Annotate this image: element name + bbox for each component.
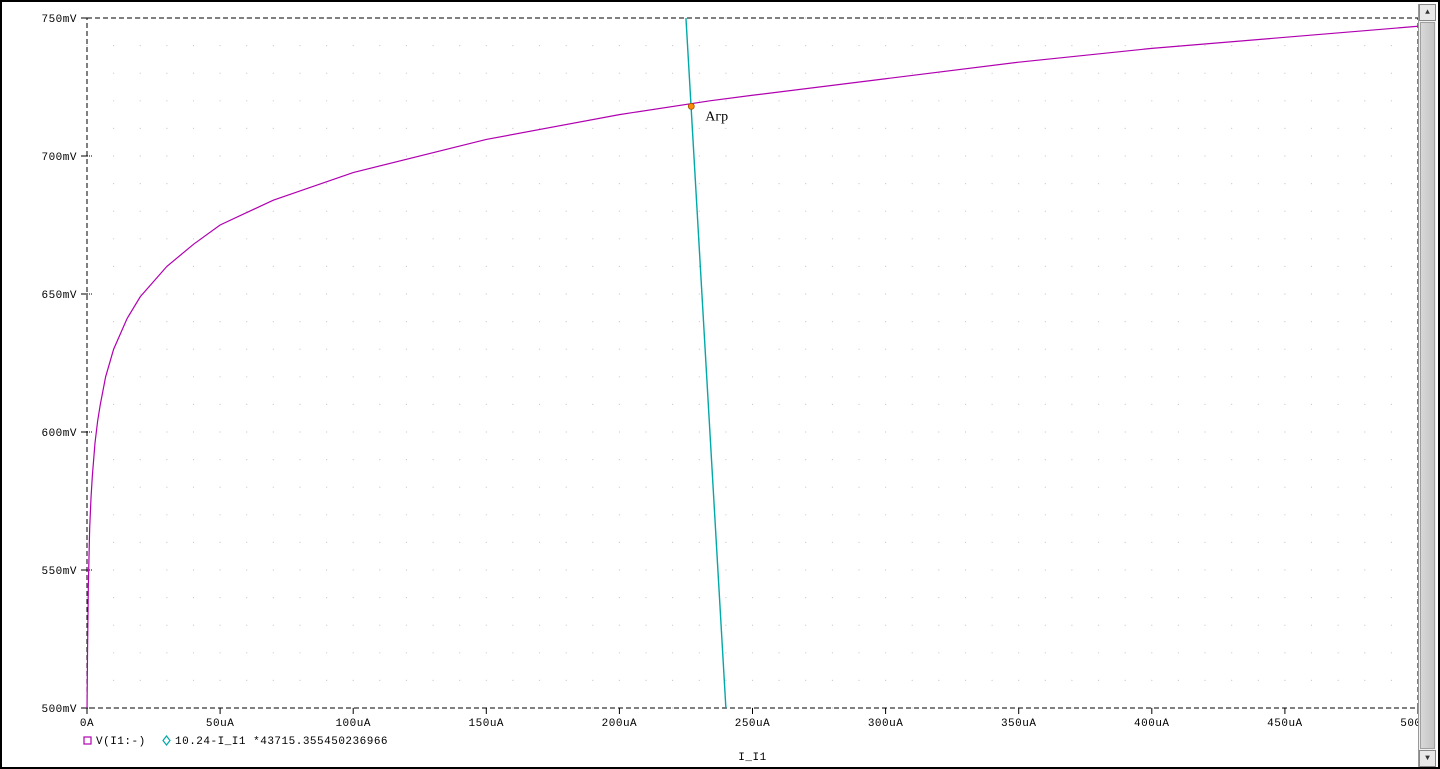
x-tick-label: 50uA: [206, 718, 234, 730]
x-tick-label: 250uA: [735, 718, 771, 730]
x-tick-label: 150uA: [469, 718, 505, 730]
scroll-up-button[interactable]: ▲: [1419, 4, 1436, 21]
x-tick-label: 450uA: [1267, 718, 1303, 730]
y-tick-label: 650mV: [41, 290, 77, 302]
x-tick-label: 300uA: [868, 718, 904, 730]
legend-marker-diamond: [163, 736, 170, 745]
scroll-thumb[interactable]: [1420, 22, 1435, 749]
scroll-down-button[interactable]: ▼: [1419, 750, 1436, 767]
y-tick-label: 600mV: [41, 428, 77, 440]
intersection-marker[interactable]: [688, 103, 694, 109]
marker-label: Aгр: [705, 109, 728, 124]
x-axis-title: I_I1: [738, 752, 766, 764]
x-tick-label: 0A: [80, 718, 94, 730]
vertical-scrollbar[interactable]: ▲ ▼: [1418, 4, 1436, 767]
plot-container: 0A 50uA 100uA 150uA 200uA 250uA 300uA 350uA 400u…: [4, 4, 1422, 767]
x-tick-label: 400uA: [1134, 718, 1170, 730]
arrow-down-icon: ▼: [1425, 754, 1430, 763]
chart-svg: 0A 50uA 100uA 150uA 200uA 250uA 300uA 350uA 400u…: [4, 4, 1422, 767]
arrow-up-icon: ▲: [1425, 8, 1430, 17]
y-tick-label: 500mV: [41, 704, 77, 716]
x-tick-label: 200uA: [602, 718, 638, 730]
x-tick-label: 100uA: [335, 718, 371, 730]
plot-frame: [87, 18, 1418, 708]
y-tick-label: 750mV: [41, 14, 77, 26]
legend-marker-square: [84, 737, 91, 744]
legend-label: 10.24-I_I1 *43715.355450236966: [175, 736, 388, 748]
chart-window: 0A 50uA 100uA 150uA 200uA 250uA 300uA 350uA 400u…: [0, 0, 1440, 769]
x-tick-label: 350uA: [1001, 718, 1037, 730]
y-tick-label: 700mV: [41, 152, 77, 164]
y-tick-label: 550mV: [41, 566, 77, 578]
grid-dots: [87, 18, 1418, 708]
legend-label: V(I1:-): [96, 736, 146, 748]
